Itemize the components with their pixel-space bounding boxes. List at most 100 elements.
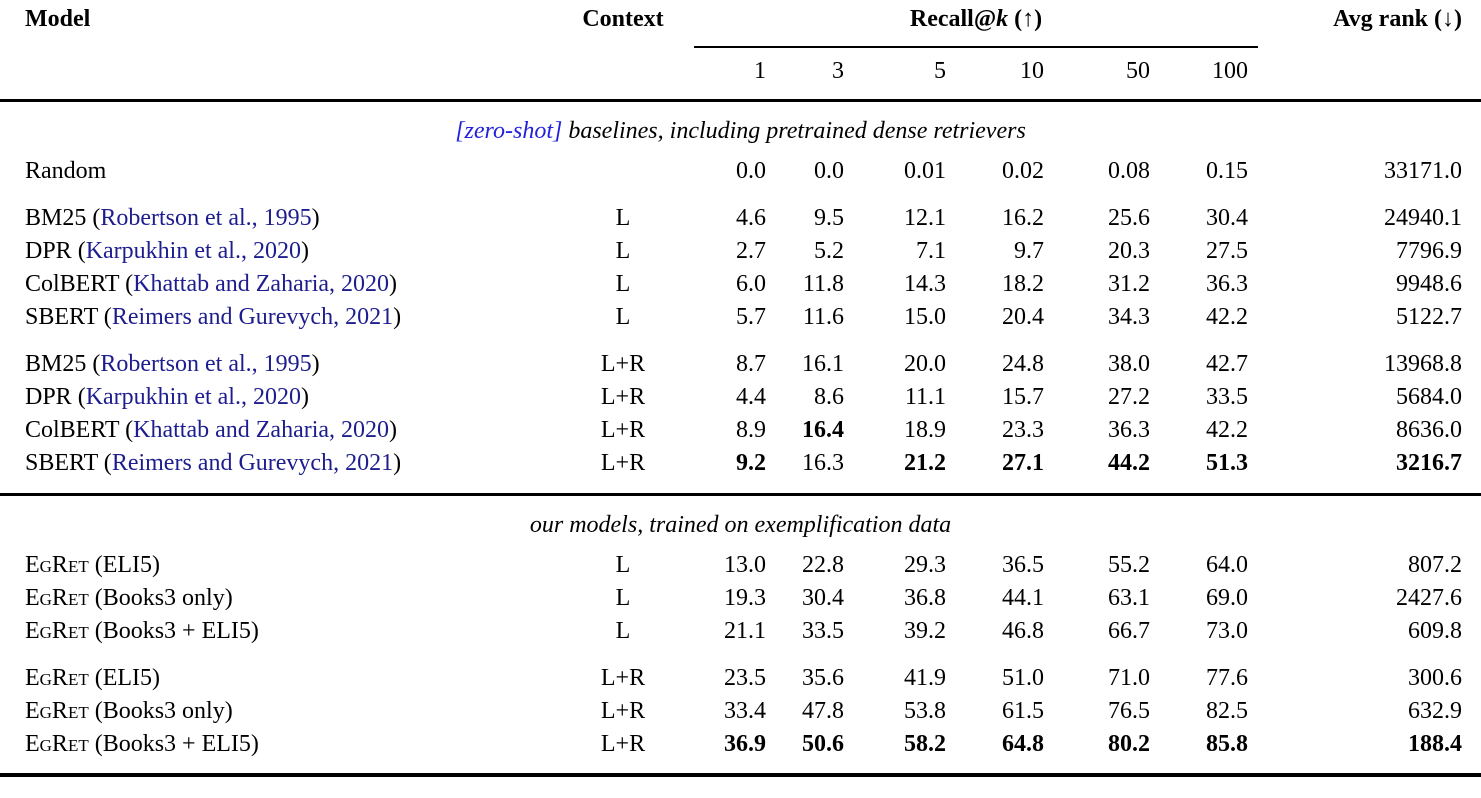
recall-value-cell: 30.4 [802, 584, 844, 611]
recall-value-cell: 77.6 [1206, 664, 1248, 691]
recall-value-cell: 66.7 [1108, 617, 1150, 644]
context-cell: L [615, 238, 631, 264]
recall-value-cell: 22.8 [802, 551, 844, 578]
model-cell: EgRet (ELI5) [0, 662, 552, 695]
model-name-text: DPR ( [25, 384, 86, 410]
col-header-model: Model [25, 6, 91, 32]
recall-value-cell: 29.3 [904, 551, 946, 578]
recall-value-cell: 63.1 [1108, 584, 1150, 611]
model-name-text: ) [300, 384, 309, 410]
recall-value-cell: 4.4 [736, 384, 766, 410]
context-cell: L [615, 271, 631, 297]
avg-rank-cell: 188.4 [1408, 730, 1462, 757]
k-header-3: 3 [776, 47, 854, 102]
recall-value-cell: 85.8 [1206, 730, 1248, 757]
model-name-text: ) [389, 271, 398, 297]
table-row: BM25 (Robertson et al., 1995) L+R 8.7 16.1 2… [0, 348, 1481, 381]
citation-link[interactable]: Reimers and Gurevych, 2021 [111, 304, 394, 330]
recall-value-cell: 4.6 [736, 205, 766, 231]
recall-value-cell: 42.2 [1206, 417, 1248, 443]
spacer-cell [0, 761, 1481, 775]
citation-link[interactable]: Khattab and Zaharia, 2020 [133, 417, 390, 443]
recall-value-cell: 42.2 [1206, 304, 1248, 330]
recall-value-cell: 16.1 [802, 351, 844, 377]
avg-rank-cell: 807.2 [1408, 551, 1462, 578]
avg-rank-cell: 3216.7 [1396, 450, 1462, 476]
recall-value-cell: 42.7 [1206, 351, 1248, 377]
recall-value-cell: 44.2 [1108, 450, 1150, 476]
avg-rank-cell: 24940.1 [1384, 205, 1462, 231]
recall-value-cell: 12.1 [904, 205, 946, 231]
recall-value-cell: 24.8 [1002, 351, 1044, 377]
table-row: EgRet (ELI5) L 13.0 22.8 29.3 36.5 55.2 64.0 807… [0, 549, 1481, 582]
citation-link[interactable]: Karpukhin et al., 2020 [85, 384, 301, 410]
citation-link[interactable]: Robertson et al., 1995 [100, 351, 312, 377]
col-header-recall: Recall@k (↑) [694, 0, 1258, 48]
model-cell: DPR (Karpukhin et al., 2020) [0, 235, 552, 268]
model-name-text: ColBERT ( [25, 417, 134, 443]
model-cell: EgRet (Books3 only) [0, 582, 552, 615]
table-row: Random 0.0 0.0 0.01 0.02 0.08 0.15 33171.0 [0, 155, 1481, 188]
citation-link[interactable]: Reimers and Gurevych, 2021 [111, 450, 394, 476]
model-cell: EgRet (Books3 only) [0, 695, 552, 728]
recall-value-cell: 76.5 [1108, 697, 1150, 724]
recall-value-cell: 9.7 [1014, 238, 1044, 264]
context-cell: L [615, 584, 631, 611]
model-cell: ColBERT (Khattab and Zaharia, 2020) [0, 414, 552, 447]
results-table: Model Context Recall@k (↑) Avg rank (↓) … [0, 0, 1481, 777]
model-name-text: ) [393, 304, 402, 330]
avg-rank-cell: 9948.6 [1396, 271, 1462, 297]
section-link[interactable]: [zero-shot] [455, 118, 563, 144]
model-name-text: SBERT ( [25, 450, 112, 476]
recall-value-cell: 8.7 [736, 351, 766, 377]
recall-value-cell: 0.0 [736, 158, 766, 184]
table-header: Model Context Recall@k (↑) Avg rank (↓) … [0, 0, 1481, 102]
avg-rank-cell: 5684.0 [1396, 384, 1462, 410]
model-name-text: (ELI5) [88, 551, 161, 578]
col-header-context: Context [582, 6, 664, 32]
recall-value-cell: 33.5 [802, 617, 844, 644]
recall-value-cell: 6.0 [736, 271, 766, 297]
model-name-text: ColBERT ( [25, 271, 134, 297]
table-row: ColBERT (Khattab and Zaharia, 2020) L+R 8.… [0, 414, 1481, 447]
section-title-text: baselines, including pretrained dense re… [562, 118, 1026, 144]
empty-header-cell [1258, 47, 1481, 102]
recall-value-cell: 46.8 [1002, 617, 1044, 644]
context-cell [552, 155, 694, 188]
recall-value-cell: 36.3 [1206, 271, 1248, 297]
context-cell: L [615, 304, 631, 330]
recall-value-cell: 16.3 [802, 450, 844, 476]
recall-value-cell: 25.6 [1108, 205, 1150, 231]
model-name-smallcaps: EgRet [25, 697, 89, 724]
recall-value-cell: 36.5 [1002, 551, 1044, 578]
empty-header-cell [0, 47, 552, 102]
recall-value-cell: 55.2 [1108, 551, 1150, 578]
recall-value-cell: 23.5 [724, 664, 766, 691]
recall-label: Recall@ [909, 6, 997, 32]
recall-value-cell: 64.0 [1206, 551, 1248, 578]
model-name-smallcaps: EgRet [25, 584, 89, 611]
recall-value-cell: 38.0 [1108, 351, 1150, 377]
recall-value-cell: 33.4 [724, 697, 766, 724]
recall-value-cell: 61.5 [1002, 697, 1044, 724]
spacer-row [0, 334, 1481, 348]
model-name-text: ) [300, 238, 309, 264]
model-name-text: ) [311, 351, 320, 377]
citation-link[interactable]: Khattab and Zaharia, 2020 [133, 271, 390, 297]
recall-value-cell: 73.0 [1206, 617, 1248, 644]
recall-value-cell: 2.7 [736, 238, 766, 264]
citation-link[interactable]: Karpukhin et al., 2020 [85, 238, 301, 264]
table-row: EgRet (ELI5) L+R 23.5 35.6 41.9 51.0 71.0 77.6 3… [0, 662, 1481, 695]
model-name-text: ) [311, 205, 320, 231]
model-name-text: (Books3 + ELI5) [88, 617, 259, 644]
recall-value-cell: 69.0 [1206, 584, 1248, 611]
context-cell: L+R [600, 384, 646, 410]
avg-rank-cell: 300.6 [1408, 664, 1462, 691]
model-name-smallcaps: EgRet [25, 617, 89, 644]
table-row: EgRet (Books3 only) L 19.3 30.4 36.8 44.1 63.1… [0, 582, 1481, 615]
model-cell: Random [0, 155, 552, 188]
avg-rank-cell: 33171.0 [1384, 158, 1462, 184]
citation-link[interactable]: Robertson et al., 1995 [100, 205, 312, 231]
recall-value-cell: 8.9 [736, 417, 766, 443]
recall-value-cell: 8.6 [814, 384, 844, 410]
